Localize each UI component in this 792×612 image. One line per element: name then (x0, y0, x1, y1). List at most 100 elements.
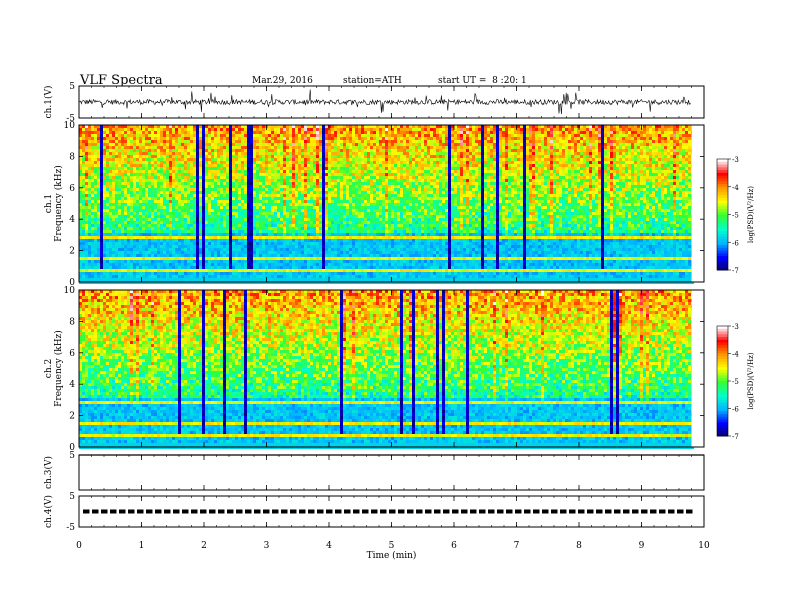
spectrogram-cell (298, 215, 301, 218)
spectrogram-cell (343, 248, 346, 251)
spectrogram-cell (151, 137, 154, 140)
spectrogram-cell (328, 164, 331, 167)
spectrogram-cell (193, 248, 196, 251)
spectrogram-cell (340, 239, 343, 242)
spectrogram-cell (217, 191, 220, 194)
spectrogram-cell (202, 188, 205, 191)
spectrogram-cell (121, 182, 124, 185)
spectrogram-cell (292, 185, 295, 188)
spectrogram-cell (112, 221, 115, 224)
spectrogram-cell (310, 188, 313, 191)
spectrogram-cell (79, 245, 82, 248)
spectrogram-cell (79, 161, 82, 164)
spectrogram-cell (82, 200, 85, 203)
spectrogram-cell (250, 194, 253, 197)
spectrogram-cell (166, 182, 169, 185)
spectrogram-cell (265, 272, 268, 275)
spectrogram-cell (199, 278, 202, 281)
spectrogram-cell (196, 242, 199, 245)
spectrogram-cell (271, 197, 274, 200)
spectrogram-cell (253, 185, 256, 188)
spectrogram-cell (352, 179, 355, 182)
spectrogram-cell (310, 197, 313, 200)
spectrogram-cell (175, 233, 178, 236)
spectrogram-cell (343, 233, 346, 236)
spectrogram-cell (277, 260, 280, 263)
spectrogram-cell (175, 137, 178, 140)
spectrogram-cell (238, 245, 241, 248)
spectrogram-cell (250, 206, 253, 209)
spectrogram-cell (319, 179, 322, 182)
spectrogram-cell (256, 275, 259, 278)
spectrogram-cell (340, 206, 343, 209)
spectrogram-cell (202, 236, 205, 239)
spectrogram-cell (115, 125, 118, 128)
spectrogram-cell (106, 212, 109, 215)
spectrogram-cell (142, 194, 145, 197)
spectrogram-cell (241, 176, 244, 179)
spectrogram-cell (352, 131, 355, 134)
spectrogram-cell (217, 266, 220, 269)
spectrogram-cell (337, 224, 340, 227)
spectrogram-cell (268, 218, 271, 221)
spectrogram-cell (175, 224, 178, 227)
spectrogram-cell (109, 152, 112, 155)
spectrogram-cell (328, 251, 331, 254)
spectrogram-cell (181, 182, 184, 185)
spectrogram-cell (241, 239, 244, 242)
spectrogram-cell (145, 263, 148, 266)
spectrogram-cell (328, 146, 331, 149)
spectrogram-cell (340, 227, 343, 230)
spectrogram-cell (211, 239, 214, 242)
spectrogram-cell (175, 200, 178, 203)
spectrogram-cell (292, 272, 295, 275)
spectrogram-cell (250, 254, 253, 257)
spectrogram-cell (163, 272, 166, 275)
spectrogram-cell (85, 215, 88, 218)
spectrogram-cell (109, 185, 112, 188)
spectrogram-cell (160, 170, 163, 173)
spectrogram-cell (157, 221, 160, 224)
spectrogram-cell (259, 179, 262, 182)
spectrogram-cell (223, 158, 226, 161)
spectrogram-cell (94, 173, 97, 176)
spectrogram-cell (253, 176, 256, 179)
spectrogram-cell (127, 242, 130, 245)
spectrogram-cell (301, 227, 304, 230)
spectrogram-cell (115, 242, 118, 245)
spectrogram-cell (223, 140, 226, 143)
spectrogram-cell (85, 245, 88, 248)
spectrogram-cell (277, 278, 280, 281)
spectrogram-cell (292, 146, 295, 149)
spectrogram-cell (325, 140, 328, 143)
spectrogram-cell (256, 257, 259, 260)
spectrogram-cell (316, 143, 319, 146)
spectrogram-cell (307, 215, 310, 218)
spectrogram-cell (322, 179, 325, 182)
spectrogram-cell (112, 134, 115, 137)
spectrogram-cell (145, 272, 148, 275)
spectrogram-cell (148, 272, 151, 275)
spectrogram-cell (256, 191, 259, 194)
spectrogram-cell (337, 155, 340, 158)
spectrogram-cell (187, 161, 190, 164)
spectrogram-cell (154, 275, 157, 278)
spectrogram-cell (202, 248, 205, 251)
spectrogram-cell (109, 269, 112, 272)
spectrogram-cell (196, 125, 199, 128)
spectrogram-cell (145, 131, 148, 134)
spectrogram-cell (352, 164, 355, 167)
spectrogram-cell (343, 245, 346, 248)
spectrogram-cell (295, 224, 298, 227)
spectrogram-cell (226, 134, 229, 137)
spectrogram-cell (190, 278, 193, 281)
spectrogram-cell (262, 176, 265, 179)
spectrogram-cell (136, 155, 139, 158)
spectrogram-cell (106, 239, 109, 242)
spectrogram-cell (214, 233, 217, 236)
spectrogram-cell (265, 242, 268, 245)
spectrogram-cell (280, 230, 283, 233)
spectrogram-cell (109, 209, 112, 212)
spectrogram-cell (229, 194, 232, 197)
spectrogram-cell (229, 257, 232, 260)
